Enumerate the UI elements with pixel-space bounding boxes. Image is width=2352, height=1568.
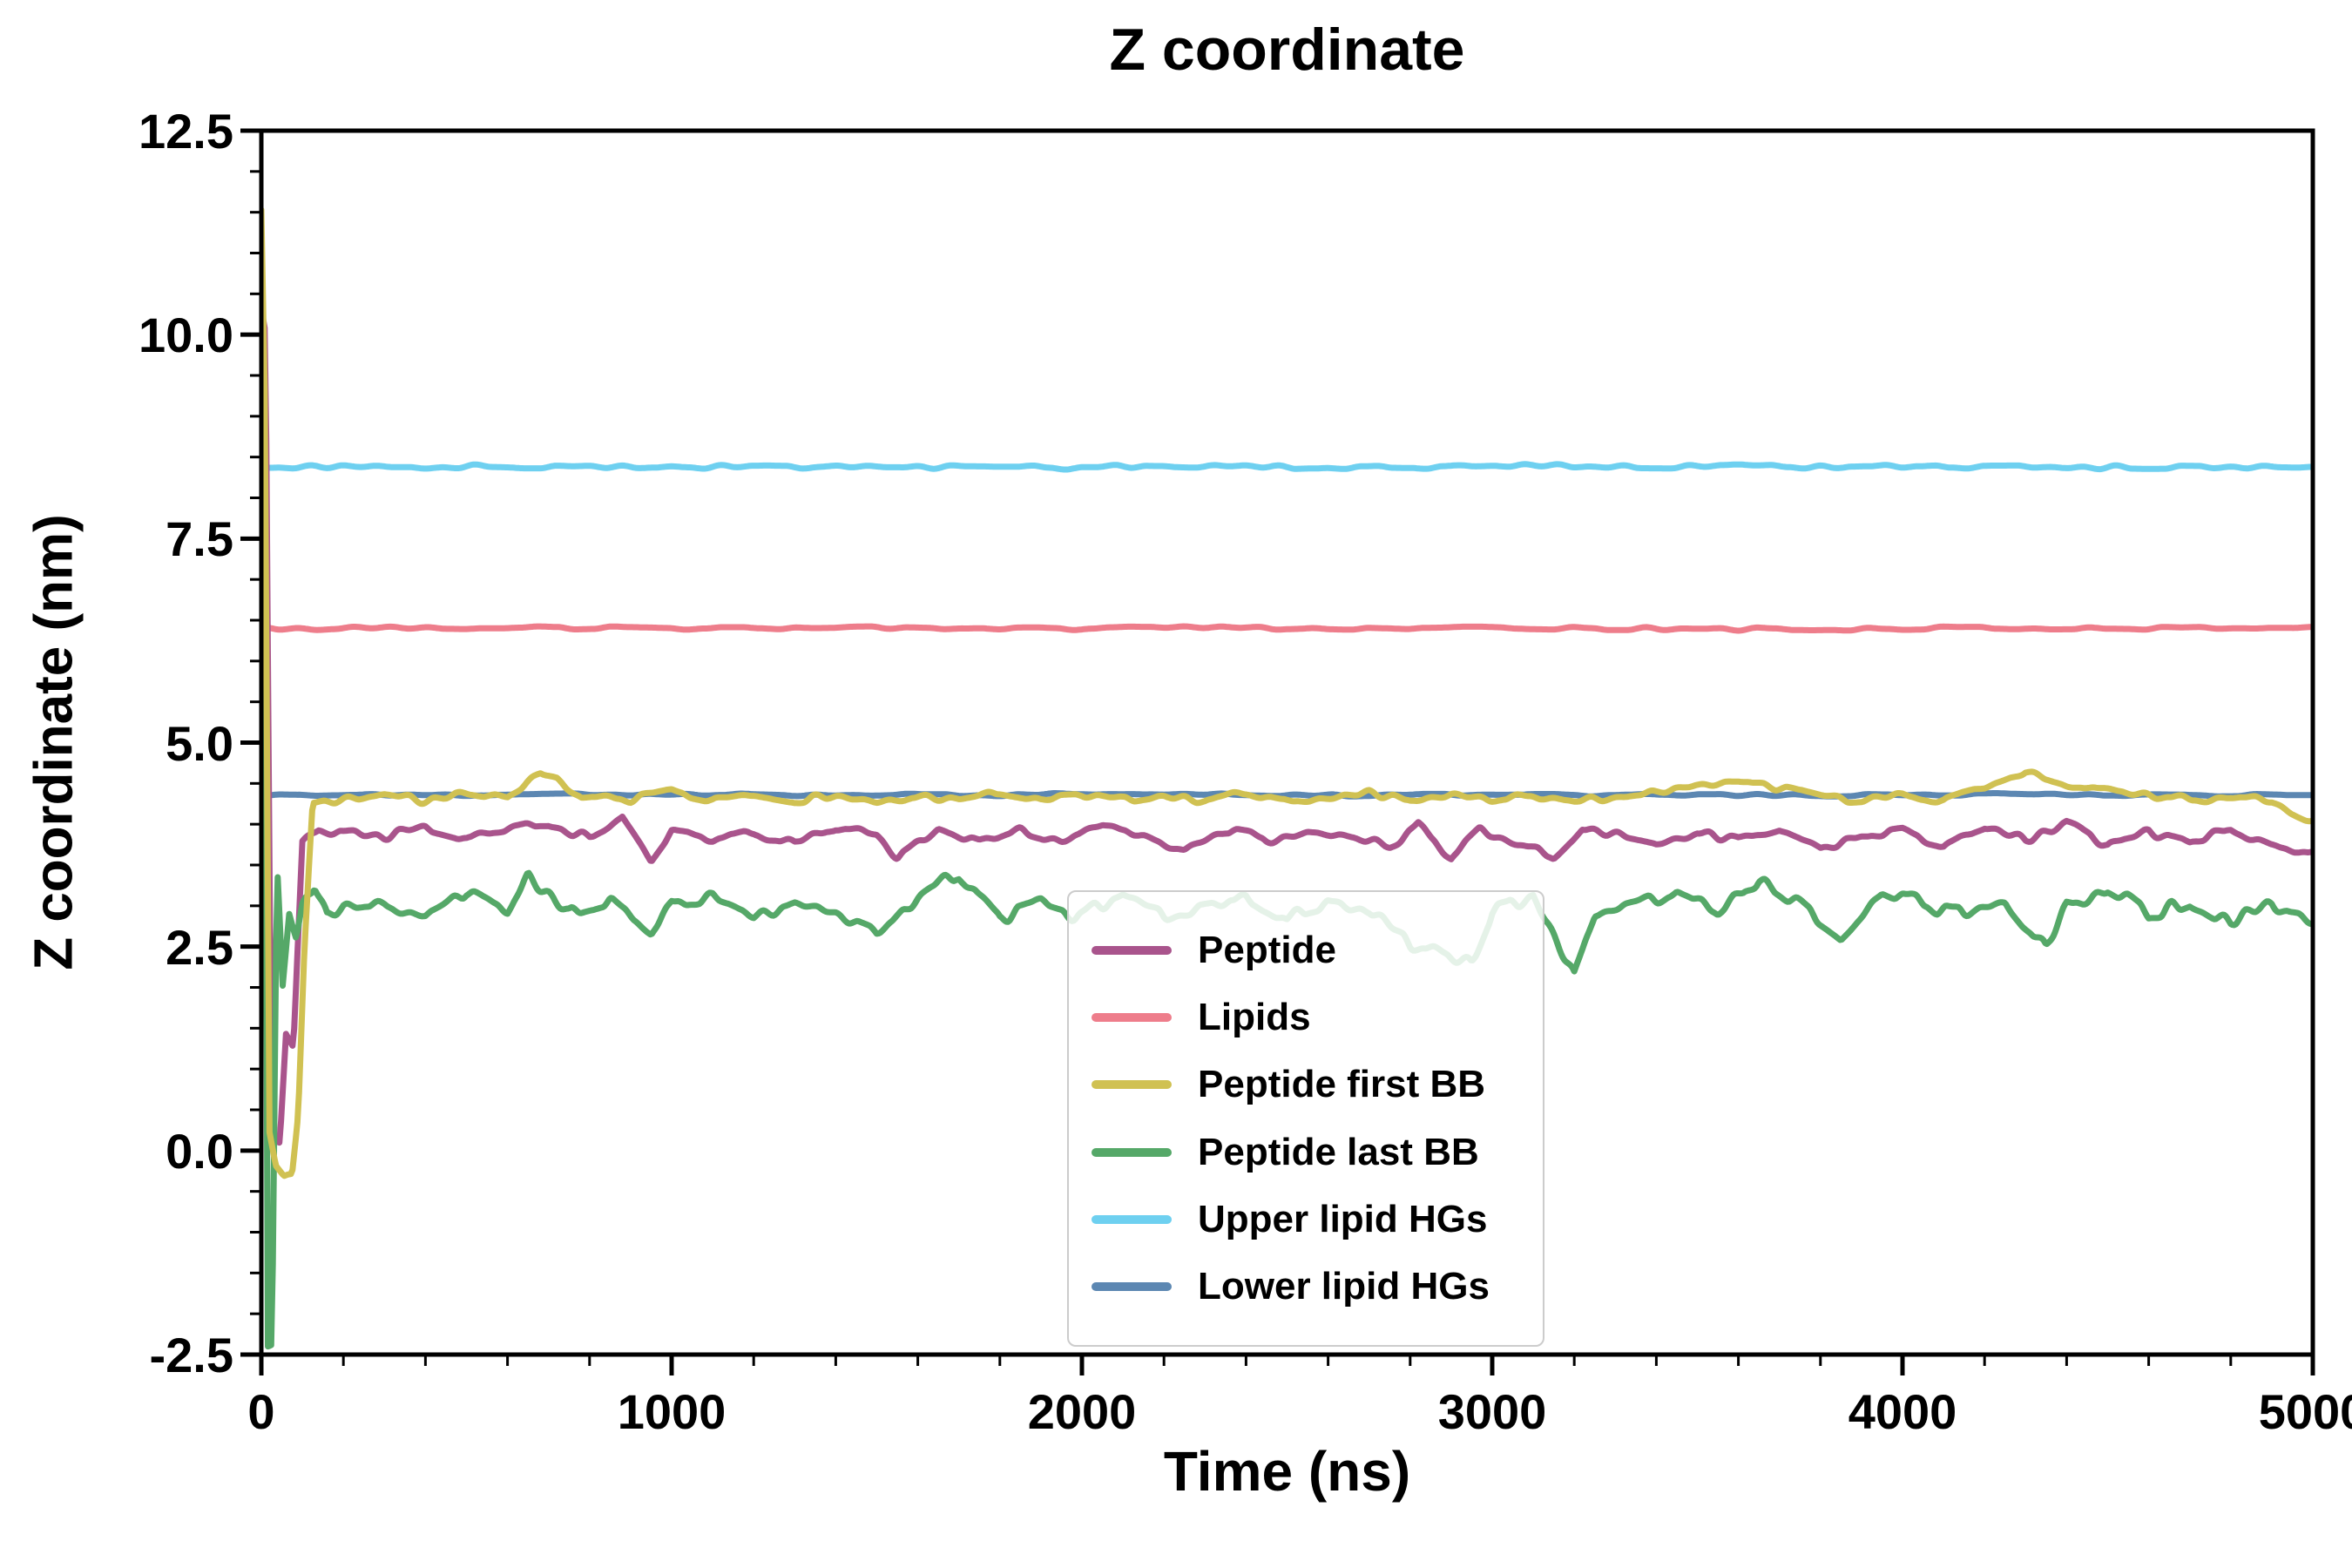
x-tick-label: 4000 (1848, 1384, 1957, 1439)
legend-item-peptide-last-bb: Peptide last BB (1092, 1119, 1520, 1186)
legend-label-peptide-first-bb: Peptide first BB (1198, 1063, 1486, 1106)
series-line-peptide (261, 305, 2313, 1146)
x-axis-label: Time (ns) (1163, 1440, 1411, 1503)
x-tick-label: 5000 (2258, 1384, 2352, 1439)
legend-item-peptide: Peptide (1092, 916, 1520, 983)
x-tick-label: 2000 (1027, 1384, 1137, 1439)
y-tick-label: 10.0 (139, 308, 233, 363)
x-tick-label: 1000 (617, 1384, 727, 1439)
legend-label-peptide-last-bb: Peptide last BB (1198, 1130, 1479, 1173)
legend-swatch-lipids (1092, 1012, 1172, 1022)
legend-item-lower-lipid-hgs: Lower lipid HGs (1092, 1254, 1520, 1321)
legend-item-lipids: Lipids (1092, 983, 1520, 1051)
chart-title: Z coordinate (1109, 17, 1465, 83)
y-tick-label: 7.5 (166, 511, 233, 567)
legend-label-upper-lipid-hgs: Upper lipid HGs (1198, 1197, 1488, 1240)
legend-swatch-peptide (1092, 945, 1172, 955)
y-tick-label: 0.0 (166, 1123, 233, 1179)
legend-swatch-peptide-last-bb (1092, 1147, 1172, 1157)
legend-swatch-peptide-first-bb (1092, 1080, 1172, 1090)
y-tick-label: 12.5 (139, 104, 233, 159)
legend: Peptide Lipids Peptide first BB Peptide … (1067, 890, 1544, 1347)
x-tick-label: 0 (247, 1384, 275, 1439)
x-tick-label: 3000 (1437, 1384, 1547, 1439)
legend-label-peptide: Peptide (1198, 928, 1336, 971)
series-line-upper-lipid-hgs (261, 461, 2313, 473)
legend-label-lipids: Lipids (1198, 995, 1311, 1038)
legend-item-peptide-first-bb: Peptide first BB (1092, 1051, 1520, 1119)
y-tick-label: -2.5 (149, 1328, 234, 1382)
y-tick-label: 2.5 (166, 919, 233, 975)
legend-swatch-upper-lipid-hgs (1092, 1214, 1172, 1224)
legend-item-upper-lipid-hgs: Upper lipid HGs (1092, 1186, 1520, 1253)
legend-label-lower-lipid-hgs: Lower lipid HGs (1198, 1265, 1490, 1308)
series-line-peptide-first-bb (261, 206, 2313, 1179)
plot-spines (259, 128, 2315, 1357)
y-tick-label: 5.0 (166, 715, 233, 771)
series-line-lipids (261, 623, 2313, 634)
legend-swatch-lower-lipid-hgs (1092, 1282, 1172, 1292)
